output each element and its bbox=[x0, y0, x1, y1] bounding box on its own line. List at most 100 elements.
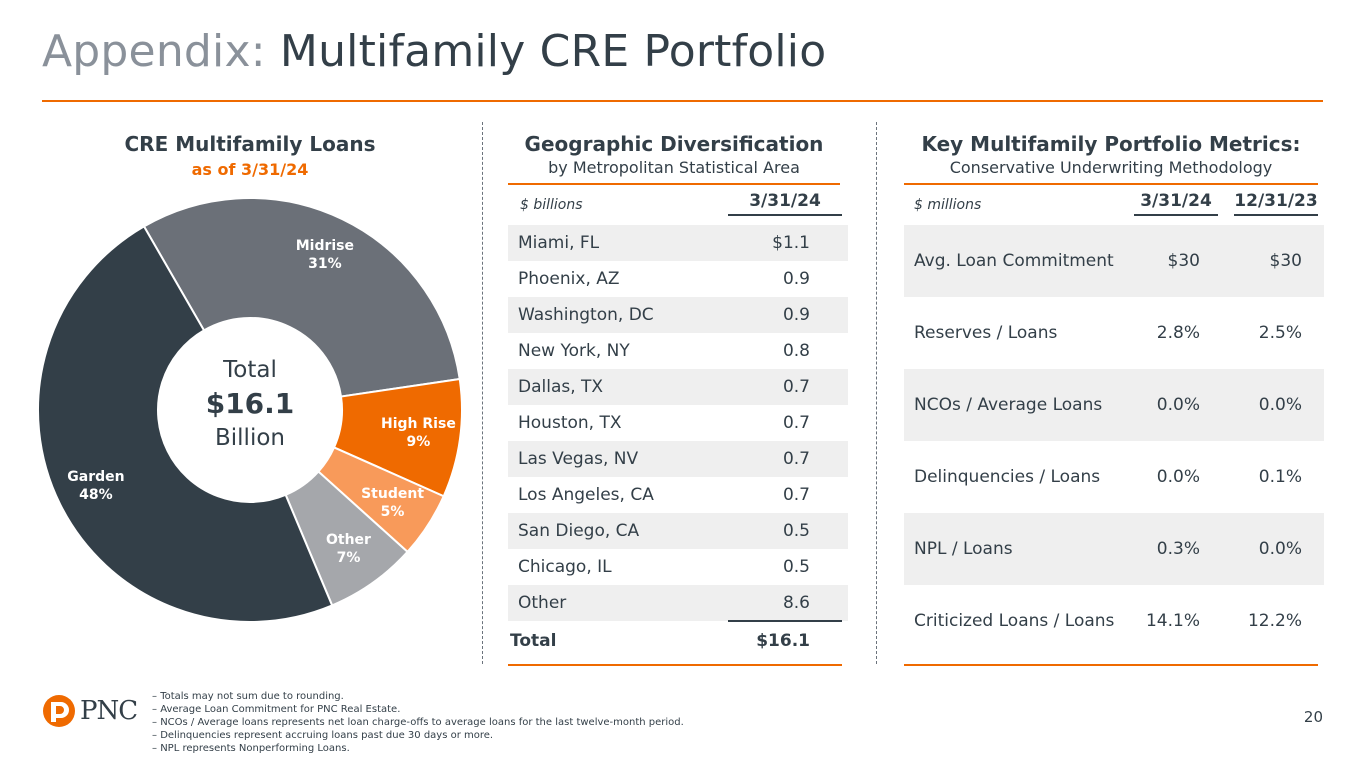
donut-slice-label: Midrise 31% bbox=[296, 237, 354, 273]
metric-value-prior: 0.1% bbox=[1258, 467, 1302, 487]
geo-row-value: 0.7 bbox=[782, 485, 810, 505]
metrics-top-rule bbox=[904, 183, 1318, 185]
slice-name: Garden bbox=[67, 469, 125, 486]
geo-top-rule bbox=[508, 183, 840, 185]
metric-row: NPL / Loans 0.3% 0.0% bbox=[904, 513, 1324, 585]
metric-row-label: NCOs / Average Loans bbox=[914, 395, 1103, 415]
footnote: Average Loan Commitment for PNC Real Est… bbox=[152, 703, 684, 716]
geo-total-row: Total $16.1 bbox=[500, 623, 840, 659]
geo-row-value: 0.8 bbox=[782, 341, 810, 361]
geo-row-label: Phoenix, AZ bbox=[518, 269, 620, 289]
geo-row: New York, NY 0.8 bbox=[508, 333, 848, 369]
metric-row: Criticized Loans / Loans 14.1% 12.2% bbox=[904, 585, 1324, 657]
divider-left bbox=[482, 122, 483, 664]
geo-row-label: Los Angeles, CA bbox=[518, 485, 654, 505]
donut-slice-label: Other 7% bbox=[326, 531, 371, 567]
geo-row-value: 0.7 bbox=[782, 449, 810, 469]
slice-value: 5% bbox=[380, 503, 405, 520]
slice-value: 9% bbox=[406, 434, 431, 451]
geo-row-label: Chicago, IL bbox=[518, 557, 612, 577]
slice-name: Student bbox=[361, 485, 425, 502]
geo-row-value: 0.7 bbox=[782, 413, 810, 433]
donut-slice-label: High Rise 9% bbox=[381, 415, 456, 451]
slice-name: High Rise bbox=[381, 416, 456, 433]
geo-col-header: 3/31/24 bbox=[749, 191, 821, 211]
geo-row-value: 0.5 bbox=[782, 557, 810, 577]
metric-value-current: 0.0% bbox=[1156, 467, 1200, 487]
donut-slice-label: Garden 48% bbox=[67, 468, 124, 504]
pnc-logo: PNC bbox=[42, 694, 138, 728]
metrics-bottom-rule bbox=[904, 664, 1318, 666]
metrics-col-rule-2 bbox=[1234, 214, 1318, 216]
geo-row: Chicago, IL 0.5 bbox=[508, 549, 848, 585]
metric-row-label: Reserves / Loans bbox=[914, 323, 1058, 343]
footnote: NCOs / Average loans represents net loan… bbox=[152, 716, 684, 729]
geo-row-value: 0.9 bbox=[782, 269, 810, 289]
metrics-col-header-1: 3/31/24 bbox=[1140, 191, 1212, 211]
geo-row-value: 8.6 bbox=[782, 593, 810, 613]
donut-slice-label: Student 5% bbox=[361, 485, 424, 521]
metric-value-prior: 0.0% bbox=[1258, 395, 1302, 415]
geo-row-label: Las Vegas, NV bbox=[518, 449, 639, 469]
geo-row-value: $1.1 bbox=[772, 233, 810, 253]
geo-subtitle: by Metropolitan Statistical Area bbox=[548, 158, 800, 177]
geo-row-label: New York, NY bbox=[518, 341, 630, 361]
donut-hole bbox=[157, 317, 343, 503]
title-main: Multifamily CRE Portfolio bbox=[279, 26, 827, 77]
metric-value-current: $30 bbox=[1167, 251, 1200, 271]
metric-value-current: 0.0% bbox=[1156, 395, 1200, 415]
metric-row: Reserves / Loans 2.8% 2.5% bbox=[904, 297, 1324, 369]
geo-total-rule bbox=[728, 620, 842, 622]
metric-value-prior: 0.0% bbox=[1258, 539, 1302, 559]
geo-row: Other 8.6 bbox=[508, 585, 848, 621]
metrics-subtitle: Conservative Underwriting Methodology bbox=[949, 158, 1273, 177]
slice-name: Other bbox=[325, 531, 371, 548]
center-line-2: $16.1 bbox=[205, 387, 295, 420]
center-line-3: Billion bbox=[215, 425, 285, 451]
geo-row-value: 0.9 bbox=[782, 305, 810, 325]
geo-row-label: Miami, FL bbox=[518, 233, 600, 253]
metric-value-current: 0.3% bbox=[1156, 539, 1200, 559]
metrics-unit: $ millions bbox=[914, 197, 982, 213]
metric-row-label: NPL / Loans bbox=[914, 539, 1013, 559]
geo-row: Las Vegas, NV 0.7 bbox=[508, 441, 848, 477]
slice-value: 31% bbox=[308, 256, 342, 273]
footnote: Delinquencies represent accruing loans p… bbox=[152, 729, 684, 742]
metric-row-label: Avg. Loan Commitment bbox=[914, 251, 1114, 271]
metric-value-prior: 12.2% bbox=[1247, 611, 1302, 631]
metrics-title: Key Multifamily Portfolio Metrics: bbox=[921, 132, 1301, 156]
pnc-logo-wordmark: PNC bbox=[80, 696, 138, 726]
pnc-logo-icon bbox=[43, 695, 75, 727]
metric-row-label: Criticized Loans / Loans bbox=[914, 611, 1115, 631]
center-line-1: Total bbox=[223, 357, 277, 383]
geo-row-value: 0.7 bbox=[782, 377, 810, 397]
slice-name: Midrise bbox=[295, 238, 355, 255]
slice-value: 48% bbox=[79, 487, 113, 504]
geo-row: Washington, DC 0.9 bbox=[508, 297, 848, 333]
metric-value-prior: $30 bbox=[1269, 251, 1302, 271]
footnote: Totals may not sum due to rounding. bbox=[152, 690, 684, 703]
geo-row: Miami, FL $1.1 bbox=[508, 225, 848, 261]
geo-row: Dallas, TX 0.7 bbox=[508, 369, 848, 405]
geo-row-label: Dallas, TX bbox=[518, 377, 604, 397]
donut-chart: Midrise 31% High Rise 9% Student 5% Other 7% Gar… bbox=[30, 190, 470, 630]
page-number: 20 bbox=[1303, 708, 1323, 726]
geo-row: Houston, TX 0.7 bbox=[508, 405, 848, 441]
loans-title: CRE Multifamily Loans bbox=[124, 132, 376, 156]
metrics-col-header-2: 12/31/23 bbox=[1234, 191, 1318, 211]
title-prefix: Appendix: bbox=[42, 26, 266, 77]
metric-value-current: 14.1% bbox=[1145, 611, 1200, 631]
footnotes: Totals may not sum due to rounding. Aver… bbox=[152, 690, 684, 755]
geo-bottom-rule bbox=[508, 664, 842, 666]
geo-title: Geographic Diversification bbox=[524, 132, 824, 156]
metric-row: Delinquencies / Loans 0.0% 0.1% bbox=[904, 441, 1324, 513]
geo-row: Los Angeles, CA 0.7 bbox=[508, 477, 848, 513]
geo-total-value: $16.1 bbox=[756, 631, 810, 651]
title-rule bbox=[42, 100, 1323, 102]
geo-unit: $ billions bbox=[520, 197, 583, 213]
metric-row: NCOs / Average Loans 0.0% 0.0% bbox=[904, 369, 1324, 441]
geo-row-value: 0.5 bbox=[782, 521, 810, 541]
metric-value-current: 2.8% bbox=[1156, 323, 1200, 343]
geo-row: San Diego, CA 0.5 bbox=[508, 513, 848, 549]
divider-right bbox=[876, 122, 877, 664]
